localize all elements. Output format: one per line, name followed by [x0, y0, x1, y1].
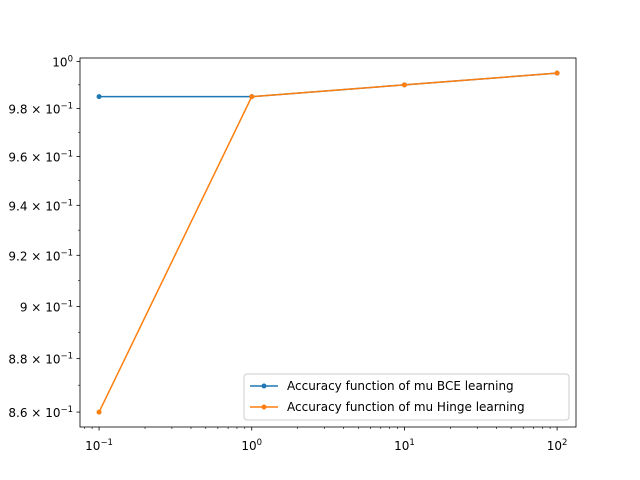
y-tick-label: 9.4 × 10−1 — [8, 198, 73, 213]
series-point-1 — [401, 82, 407, 88]
plot-frame — [79, 57, 577, 428]
y-tick-label: 9.8 × 10−1 — [8, 101, 73, 116]
y-tick-label: 9.6 × 10−1 — [8, 149, 73, 164]
legend-box — [243, 373, 570, 421]
legend-label-hinge: Accuracy function of mu Hinge learning — [287, 400, 525, 414]
y-tick-label: 9 × 10−1 — [20, 299, 73, 314]
series-point-1 — [96, 409, 102, 415]
series-point-0 — [96, 94, 102, 100]
legend-label-bce: Accuracy function of mu BCE learning — [287, 379, 514, 393]
series-point-1 — [554, 70, 560, 76]
series-line-1 — [98, 72, 558, 413]
legend-marker-hinge — [261, 404, 267, 410]
series-layer — [96, 70, 560, 415]
legend-marker-bce — [261, 383, 267, 389]
legend: Accuracy function of mu BCE learning Acc… — [243, 373, 570, 421]
y-tick-label: 9.2 × 10−1 — [8, 248, 73, 263]
series-point-1 — [249, 94, 255, 100]
y-tick-label: 8.8 × 10−1 — [8, 352, 73, 367]
y-tick-label: 8.6 × 10−1 — [8, 405, 73, 420]
